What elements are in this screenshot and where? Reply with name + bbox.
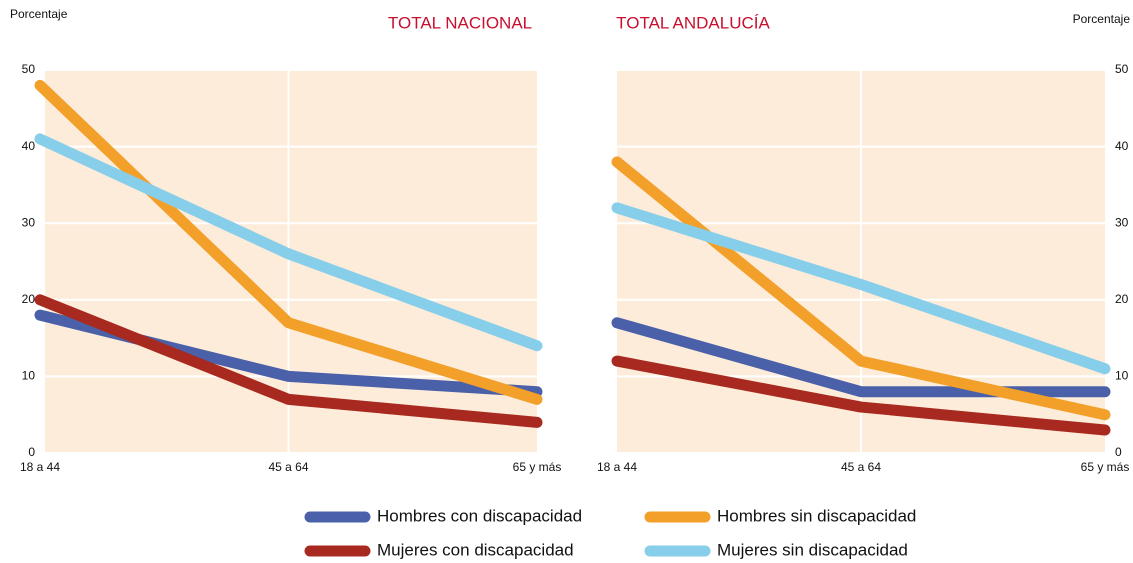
x-tick-label: 45 a 64 [841, 460, 881, 474]
legend-label: Mujeres sin discapacidad [717, 540, 908, 559]
series-line [611, 355, 1111, 436]
legend-label: Mujeres con discapacidad [377, 540, 574, 559]
y-tick-label: 20 [22, 292, 36, 306]
y-tick-label: 10 [22, 369, 36, 383]
x-tick-label: 45 a 64 [268, 460, 308, 474]
series-line [34, 133, 543, 352]
y-tick-label: 30 [22, 215, 36, 229]
y-tick-label: 0 [1115, 445, 1122, 459]
y-tick-label: 50 [22, 62, 36, 76]
y-tick-label: 0 [28, 445, 35, 459]
y-tick-label: 20 [1115, 292, 1129, 306]
series-line [34, 294, 543, 428]
series-line [34, 79, 543, 405]
chart-title: TOTAL ANDALUCÍA [616, 13, 770, 32]
x-tick-label: 18 a 44 [20, 460, 60, 474]
y-axis-label: Porcentaje [1073, 12, 1131, 26]
y-tick-label: 40 [22, 139, 36, 153]
x-tick-label: 18 a 44 [597, 460, 637, 474]
y-tick-label: 40 [1115, 139, 1129, 153]
y-tick-label: 10 [1115, 369, 1129, 383]
chart-title: TOTAL NACIONAL [388, 13, 532, 32]
legend-label: Hombres sin discapacidad [717, 506, 916, 525]
y-tick-label: 50 [1115, 62, 1129, 76]
y-tick-label: 30 [1115, 215, 1129, 229]
y-axis-label: Porcentaje [10, 7, 68, 21]
series-line [611, 202, 1111, 375]
x-tick-label: 65 y más [513, 460, 562, 474]
x-tick-label: 65 y más [1081, 460, 1130, 474]
legend-label: Hombres con discapacidad [377, 506, 582, 525]
